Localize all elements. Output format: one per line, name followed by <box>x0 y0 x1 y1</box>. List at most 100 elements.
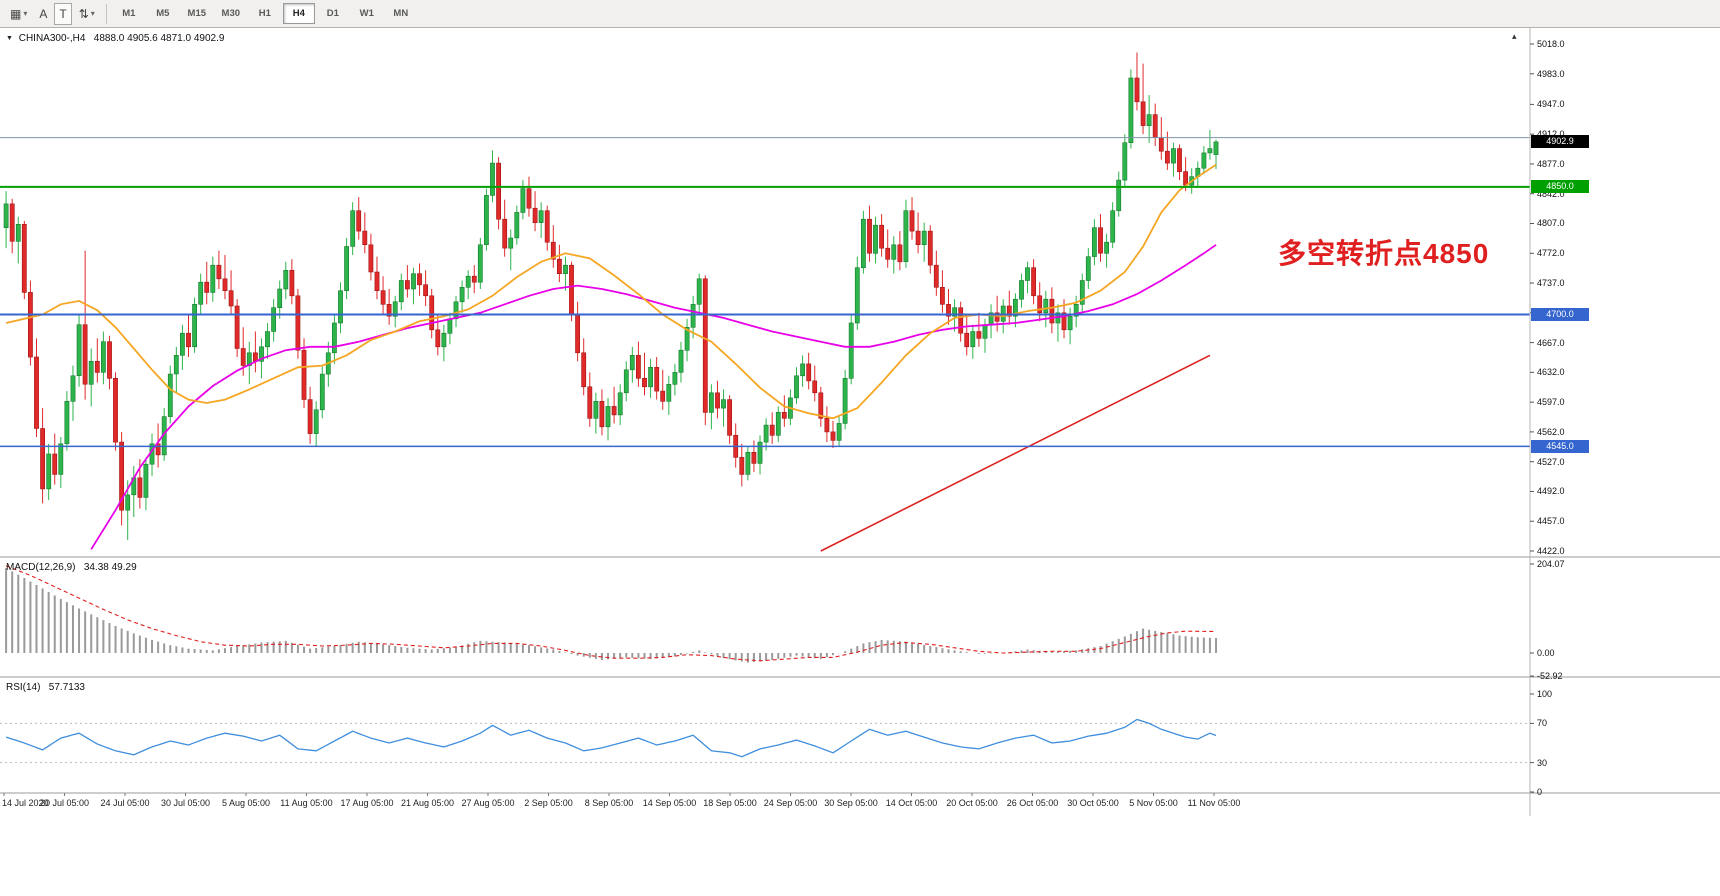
candle <box>946 303 951 317</box>
candle <box>490 162 495 196</box>
price-axis-label: 4597.0 <box>1537 397 1565 408</box>
candle <box>964 332 970 348</box>
candle <box>502 218 508 249</box>
drawing-tools-icon[interactable]: ⇅ ▾ <box>74 3 100 25</box>
candle <box>781 411 787 419</box>
price-axis-label: 4422.0 <box>1537 546 1565 556</box>
candle <box>459 286 465 303</box>
candle <box>380 290 386 305</box>
timeframe-button-mn[interactable]: MN <box>393 8 409 19</box>
candle <box>125 494 131 511</box>
price-axis-badge: 4850.0 <box>1531 180 1589 194</box>
candle <box>678 349 684 373</box>
candle <box>751 451 757 464</box>
candle <box>88 360 94 385</box>
candle <box>970 331 976 348</box>
auto-scroll-a-button[interactable]: A <box>34 3 52 25</box>
candle <box>563 264 568 274</box>
time-axis-label: 24 Jul 05:00 <box>100 798 150 808</box>
candle <box>301 349 307 400</box>
chevron-down-icon: ▾ <box>90 9 95 18</box>
chart-canvas[interactable] <box>0 28 1720 896</box>
timeframe-button-h4[interactable]: H4 <box>282 3 315 24</box>
candle <box>909 210 915 232</box>
rsi-axis-label: 70 <box>1537 718 1548 729</box>
candle <box>259 346 264 362</box>
candle <box>702 278 708 413</box>
candle <box>417 273 422 286</box>
candle <box>848 322 854 379</box>
candle <box>520 188 526 213</box>
timeframe-button-w1[interactable]: W1 <box>359 8 374 19</box>
candle <box>873 224 878 254</box>
candle <box>891 244 897 260</box>
candle <box>283 270 289 290</box>
time-axis-label: 11 Nov 05:00 <box>1187 798 1241 808</box>
candle <box>374 271 380 292</box>
toolbar: ▦ ▾ A T ⇅ ▾ M1 M5 M15 M30 H1 H4 D1 W1 MN <box>0 0 1720 28</box>
candle <box>830 431 836 441</box>
chart-type-icon: ▦ <box>10 6 22 21</box>
candle <box>477 244 483 283</box>
time-axis-label: 21 Aug 05:00 <box>400 798 455 808</box>
ohlc-values: 4888.0 4905.6 4871.0 4902.9 <box>93 33 225 44</box>
candle <box>228 290 234 307</box>
candle <box>52 453 58 475</box>
candle <box>1134 77 1140 103</box>
timeframe-button-m30[interactable]: M30 <box>221 8 241 19</box>
candle <box>271 307 276 332</box>
toolbar-icon-group: ▦ ▾ A T ⇅ ▾ <box>4 2 101 25</box>
candle <box>155 443 161 456</box>
trendline[interactable] <box>820 354 1211 552</box>
candle <box>331 322 337 354</box>
candle <box>611 406 617 416</box>
candle <box>660 390 666 402</box>
timeframe-button-d1[interactable]: D1 <box>326 8 339 19</box>
price-axis-label: 4877.0 <box>1537 158 1565 169</box>
candle <box>1177 148 1182 172</box>
candle <box>1049 298 1055 324</box>
candle <box>854 267 860 324</box>
candle <box>319 373 325 411</box>
timeframe-button-h1[interactable]: H1 <box>258 8 271 19</box>
chart-type-icon[interactable]: ▦ ▾ <box>5 3 32 25</box>
candle <box>496 162 501 220</box>
price-axis-label: 4737.0 <box>1537 278 1565 289</box>
candle <box>429 295 435 331</box>
candle <box>915 230 921 246</box>
timeframe-button-m1[interactable]: M1 <box>122 8 136 19</box>
timeframe-button-m5[interactable]: M5 <box>156 8 170 19</box>
candle <box>368 244 374 273</box>
price-axis-label: 4947.0 <box>1537 99 1565 110</box>
candle <box>186 332 191 348</box>
timeframe-button-m15[interactable]: M15 <box>187 8 207 19</box>
candle <box>344 246 349 292</box>
chart-text-annotation[interactable]: 多空转折点4850 <box>1278 238 1490 269</box>
candle <box>76 324 82 377</box>
time-axis-label: 5 Aug 05:00 <box>221 798 271 808</box>
candle <box>739 457 745 475</box>
candle <box>514 212 520 239</box>
candle <box>113 377 118 443</box>
symbol-period: CHINA300-,H4 <box>18 33 86 44</box>
time-axis-label: 20 Oct 05:00 <box>946 798 998 808</box>
candle <box>1031 267 1036 297</box>
timeframe-button-group: M1 M5 M15 M30 H1 H4 D1 W1 MN <box>112 3 418 24</box>
candle <box>362 230 368 246</box>
candle <box>1073 303 1079 317</box>
candle <box>1122 142 1128 181</box>
symbol-dropdown-icon[interactable]: ▼ <box>6 35 13 42</box>
candle <box>605 406 611 428</box>
candle <box>994 312 1000 322</box>
candle <box>143 463 149 498</box>
candle <box>1079 280 1085 305</box>
price-axis-badge: 4700.0 <box>1531 308 1589 321</box>
rsi-axis-label: 100 <box>1537 689 1553 699</box>
text-tool-button[interactable]: T <box>54 2 72 25</box>
candle <box>46 453 52 490</box>
candle <box>775 411 781 436</box>
scroll-to-end-marker[interactable]: ▴ <box>1512 31 1517 41</box>
candle <box>21 224 27 293</box>
candle <box>101 341 106 373</box>
time-axis-label: 14 Sep 05:00 <box>642 798 697 808</box>
